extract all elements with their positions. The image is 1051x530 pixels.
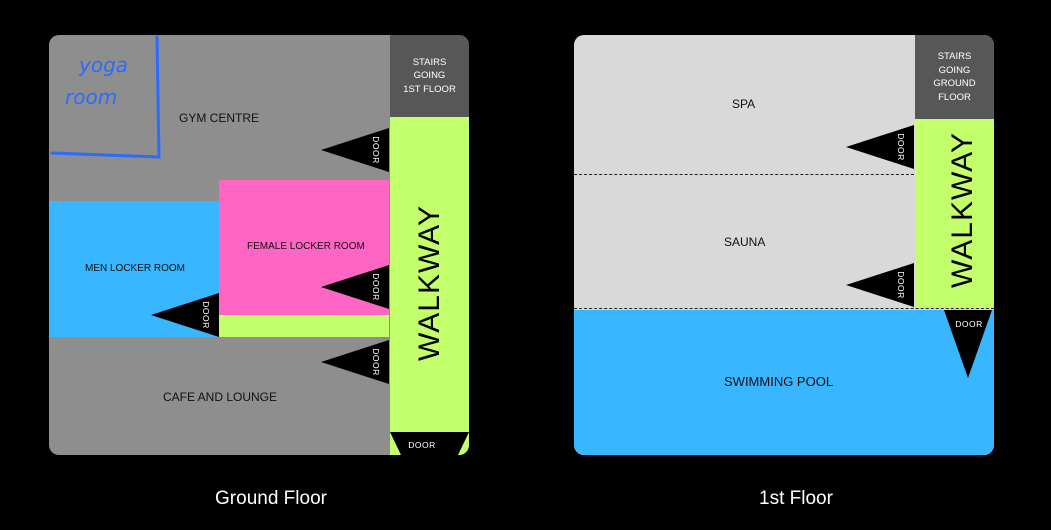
pool-door-label: DOOR: [955, 319, 983, 329]
stairs-up: STAIRS GOING 1ST FLOOR: [390, 35, 469, 117]
gym-centre-label: GYM CENTRE: [179, 111, 260, 125]
cafe-lounge-label: CAFE AND LOUNGE: [163, 390, 278, 404]
first-floor-caption: 1st Floor: [759, 488, 833, 509]
stairs-line1: STAIRS: [937, 51, 972, 62]
men-locker-door-label: DOOR: [201, 301, 211, 329]
spa-door-label: DOOR: [896, 133, 906, 161]
stairs-down: STAIRS GOING GROUND FLOOR: [915, 35, 994, 119]
cafe-door-label: DOOR: [371, 348, 381, 376]
ground-floor-caption: Ground Floor: [215, 488, 327, 509]
female-locker-door-label: DOOR: [371, 273, 381, 301]
entrance-door-label: DOOR: [408, 440, 436, 450]
spa-label: SPA: [732, 97, 756, 111]
stairs-line3: 1ST FLOOR: [403, 83, 456, 95]
gym-door[interactable]: [321, 128, 389, 172]
men-locker-door[interactable]: [151, 293, 219, 337]
walkway-label: WALKWAY: [413, 205, 446, 361]
swimming-pool: [574, 310, 994, 455]
sauna-door-label: DOOR: [896, 271, 906, 299]
pool-door[interactable]: [944, 310, 992, 378]
ground-floor-plan: yoga room GYM CENTRE MEN LOCKER ROOM FEM…: [49, 35, 469, 455]
yoga-room-outline: [50, 35, 161, 159]
stairs-line2: GOING: [413, 70, 446, 82]
sauna-pool-divider: [574, 308, 994, 309]
walkway: [390, 117, 469, 455]
female-locker-door[interactable]: [321, 265, 389, 309]
spa-door[interactable]: [846, 125, 914, 169]
stairs-line2: GOING: [938, 64, 971, 76]
stairs-line4: FLOOR: [938, 91, 971, 103]
entrance-door[interactable]: [390, 432, 469, 455]
spa-sauna-divider: [574, 174, 914, 175]
stairs-line3: GROUND: [933, 78, 976, 89]
yoga-room-label-line2: room: [65, 85, 118, 109]
walkway: [915, 119, 994, 308]
cafe-door[interactable]: [321, 340, 389, 384]
gym-door-label: DOOR: [371, 136, 381, 164]
sauna-label: SAUNA: [724, 235, 766, 249]
sauna-door[interactable]: [846, 263, 914, 307]
swimming-pool-label: SWIMMING POOL: [724, 374, 834, 389]
walkway-label: WALKWAY: [946, 132, 979, 288]
men-locker-room-label: MEN LOCKER ROOM: [85, 263, 186, 274]
stairs-line1: STAIRS: [412, 56, 447, 68]
yoga-room-label-line1: yoga: [79, 53, 129, 77]
first-floor-plan: SPA SAUNA SWIMMING POOL STAIRS GOING GRO…: [574, 35, 994, 455]
corridor-strip: [219, 315, 389, 337]
female-locker-room-label: FEMALE LOCKER ROOM: [247, 241, 365, 252]
